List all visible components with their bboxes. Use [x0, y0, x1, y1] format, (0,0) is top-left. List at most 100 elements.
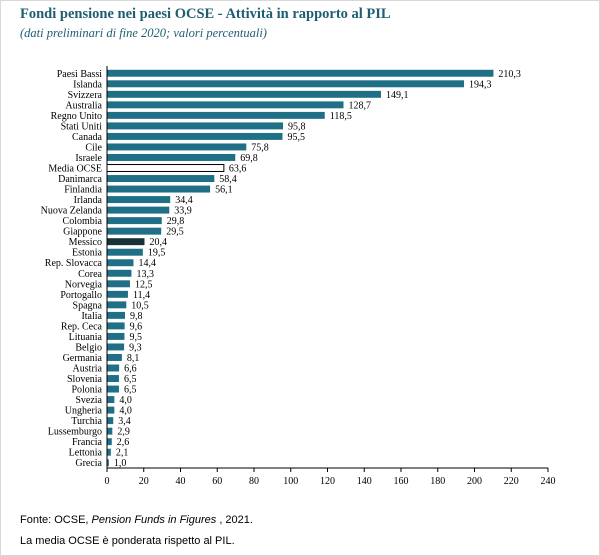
- bar: [107, 80, 465, 88]
- category-label: Svizzera: [68, 90, 103, 101]
- bar: [107, 227, 162, 235]
- value-label: 95,8: [288, 121, 306, 132]
- category-label: Stati Uniti: [61, 121, 103, 132]
- value-label: 8,1: [127, 353, 140, 364]
- category-label: Islanda: [73, 79, 102, 90]
- category-label: Messico: [69, 237, 102, 248]
- category-label: Francia: [72, 437, 103, 448]
- source-prefix: Fonte: OCSE,: [20, 514, 92, 526]
- bar: [107, 375, 119, 382]
- value-label: 149,1: [386, 90, 409, 101]
- bar: [107, 154, 236, 161]
- bar: [107, 354, 122, 361]
- category-label: Estonia: [72, 248, 103, 259]
- value-label: 9,3: [129, 342, 142, 353]
- category-label: Portogallo: [60, 290, 102, 301]
- x-tick-label: 20: [139, 476, 149, 487]
- value-label: 210,3: [498, 69, 521, 80]
- bar: [107, 206, 170, 214]
- category-label: Belgio: [75, 342, 102, 353]
- value-label: 9,6: [130, 321, 143, 332]
- bar: [107, 301, 127, 309]
- x-tick-label: 80: [249, 476, 259, 487]
- value-label: 29,8: [167, 216, 185, 227]
- category-label: Lituania: [69, 332, 103, 343]
- category-label: Germania: [63, 353, 103, 364]
- value-label: 4,0: [119, 406, 132, 417]
- bar: [107, 459, 109, 467]
- value-label: 9,8: [130, 311, 143, 322]
- bar: [107, 311, 126, 319]
- value-label: 128,7: [348, 100, 371, 111]
- bar: [107, 185, 211, 193]
- x-tick-label: 140: [357, 476, 372, 487]
- value-label: 6,5: [124, 385, 137, 396]
- value-label: 20,4: [149, 237, 167, 248]
- value-label: 4,0: [119, 395, 132, 406]
- chart-title: Fondi pensione nei paesi OCSE - Attività…: [20, 6, 391, 22]
- value-label: 12,5: [135, 279, 153, 290]
- category-label: Regno Unito: [51, 111, 102, 122]
- x-tick-label: 200: [467, 476, 482, 487]
- value-label: 34,4: [175, 195, 193, 206]
- weighting-note: La media OCSE è ponderata rispetto al PI…: [20, 535, 235, 547]
- x-tick-label: 0: [105, 476, 110, 487]
- bar: [107, 364, 120, 372]
- category-label: Israele: [75, 153, 102, 164]
- value-label: 2,6: [117, 437, 130, 448]
- bar: [107, 438, 112, 446]
- value-label: 118,5: [330, 111, 352, 122]
- category-label: Irlanda: [74, 195, 103, 206]
- value-label: 13,3: [136, 269, 154, 280]
- category-label: Australia: [65, 100, 102, 111]
- source-note: Fonte: OCSE, Pension Funds in Figures , …: [20, 514, 253, 526]
- value-label: 9,5: [129, 332, 142, 343]
- category-label: Giappone: [63, 227, 102, 238]
- value-label: 56,1: [215, 185, 233, 196]
- category-label: Slovenia: [67, 374, 103, 385]
- value-label: 58,4: [219, 174, 237, 185]
- category-label: Corea: [78, 269, 102, 280]
- x-tick-label: 240: [541, 476, 556, 487]
- value-label: 11,4: [133, 290, 150, 301]
- category-label: Finlandia: [64, 185, 102, 196]
- x-tick-label: 120: [320, 476, 335, 487]
- value-label: 6,6: [124, 364, 137, 375]
- category-label: Ungheria: [65, 406, 103, 417]
- value-label: 14,4: [138, 258, 156, 269]
- x-tick-label: 160: [394, 476, 409, 487]
- value-label: 10,5: [131, 300, 149, 311]
- value-label: 95,5: [287, 132, 305, 143]
- category-label: Spagna: [73, 300, 103, 311]
- category-label: Grecia: [75, 458, 102, 469]
- bar: [107, 238, 145, 246]
- bar: [107, 132, 283, 140]
- x-tick-label: 100: [283, 476, 298, 487]
- value-label: 2,9: [117, 427, 130, 438]
- x-tick-label: 180: [430, 476, 445, 487]
- x-tick-label: 40: [176, 476, 186, 487]
- category-label: Norvegia: [65, 279, 103, 290]
- x-tick-label: 220: [504, 476, 519, 487]
- bar: [107, 69, 494, 77]
- category-label: Nuova Zelanda: [41, 206, 103, 217]
- category-label: Cile: [85, 142, 102, 153]
- bar: [106, 164, 225, 172]
- category-label: Danimarca: [58, 174, 102, 185]
- x-tick-label: 60: [212, 476, 222, 487]
- bar: [107, 332, 125, 340]
- bar: [107, 217, 162, 225]
- category-label: Rep. Slovacca: [45, 258, 103, 269]
- bar: [107, 259, 134, 267]
- bar: [107, 122, 284, 130]
- bar: [107, 396, 115, 404]
- source-title: Pension Funds in Figures: [91, 514, 217, 526]
- bar: [107, 143, 247, 151]
- value-label: 69,8: [240, 153, 258, 164]
- bar: [107, 269, 132, 277]
- bar: [107, 101, 344, 109]
- value-label: 63,6: [229, 164, 247, 175]
- bar-chart: Paesi Bassi 210,3 Islanda 194,3 Svizzera 149,…: [41, 66, 556, 487]
- bar: [107, 111, 325, 119]
- bar: [107, 385, 119, 393]
